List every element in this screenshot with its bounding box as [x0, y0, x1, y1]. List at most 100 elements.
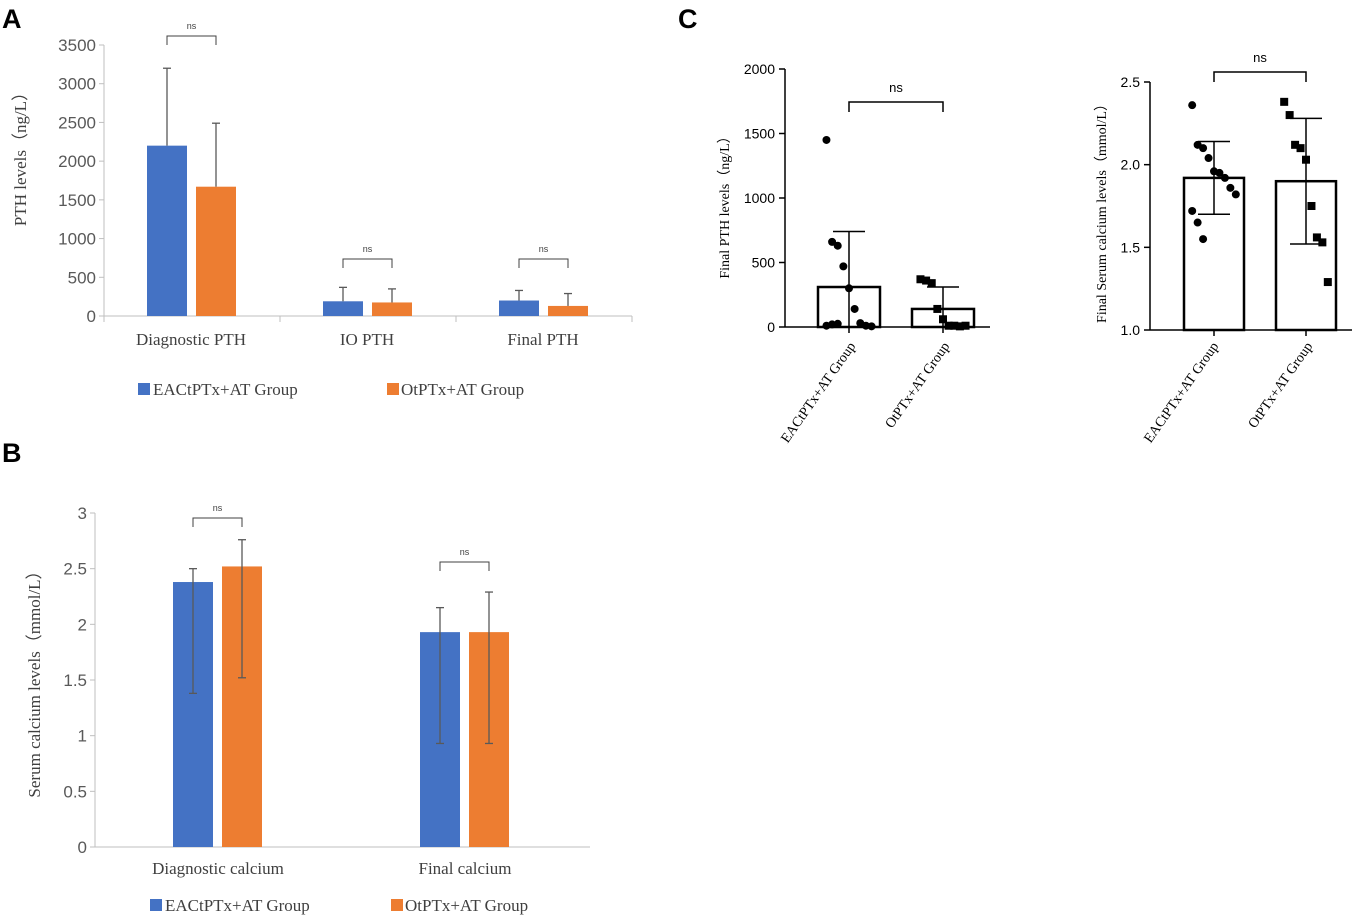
y-tick-label: 1.0 [1121, 322, 1141, 338]
data-point [1231, 190, 1240, 199]
x-tick-label: IO PTH [340, 330, 394, 349]
data-point [1318, 238, 1327, 247]
legend-swatch-orange [387, 383, 399, 395]
legend: EACtPTx+AT Group OtPTx+AT Group [138, 380, 524, 399]
x-tick-label: OtPTx+AT Group [883, 340, 953, 432]
significance-label: ns [1253, 50, 1267, 65]
y-tick-label: 500 [752, 255, 776, 271]
y-tick-label: 2.5 [1121, 74, 1141, 90]
significance-label: ns [187, 21, 197, 31]
significance-label: ns [213, 503, 223, 513]
y-tick-label: 1000 [744, 190, 775, 206]
y-tick-label: 2500 [58, 113, 96, 132]
data-point [1285, 111, 1294, 120]
bar [499, 300, 539, 316]
x-tick-label: EACtPTx+AT Group [779, 340, 860, 446]
data-point [1307, 202, 1316, 210]
data-point [1280, 97, 1289, 106]
y-tick-label: 1500 [744, 126, 775, 142]
data-point [1215, 168, 1224, 177]
significance-bracket [848, 101, 944, 112]
data-point [927, 279, 936, 288]
y-tick-label: 3 [78, 504, 87, 523]
significance-bracket [518, 258, 569, 268]
x-tick-label: OtPTx+AT Group [1246, 340, 1316, 432]
chart-panel-a: PTH levels（ng/L） Diagnostic PTH IO PTH F… [11, 21, 633, 399]
bar [147, 145, 187, 316]
data-point [944, 321, 953, 330]
y-axis-label: PTH levels（ng/L） [11, 84, 30, 226]
data-point [1323, 278, 1332, 287]
data-point [1193, 218, 1202, 227]
data-point [1220, 173, 1229, 182]
data-point [1312, 233, 1321, 242]
legend-swatch-orange [391, 899, 403, 911]
legend-label: OtPTx+AT Group [405, 896, 528, 915]
bar [548, 305, 588, 316]
data-point [916, 275, 925, 284]
data-point [939, 315, 947, 324]
y-tick-label: 1000 [58, 230, 96, 249]
y-tick-label: 2.5 [63, 560, 87, 579]
x-tick-label: Final PTH [507, 330, 578, 349]
significance-bracket [166, 35, 217, 45]
data-point [922, 276, 931, 285]
x-tick-label: EACtPTx+AT Group [1142, 340, 1223, 446]
data-point [1302, 155, 1310, 164]
data-point [1199, 144, 1208, 153]
y-tick-label: 0 [87, 307, 96, 326]
data-point [1291, 140, 1300, 149]
legend: EACtPTx+AT Group OtPTx+AT Group [150, 896, 528, 915]
significance-bracket [192, 517, 243, 527]
data-point [1226, 183, 1235, 192]
chart-panel-c-right: Final Serum calcium levels（mmol/L） EACtP… [1094, 50, 1352, 446]
legend-label: EACtPTx+AT Group [153, 380, 298, 399]
panel-label-c: C [678, 4, 698, 34]
data-point [933, 304, 942, 313]
legend-label: OtPTx+AT Group [401, 380, 524, 399]
y-tick-label: 1500 [58, 191, 96, 210]
data-point [961, 321, 970, 330]
y-tick-label: 3000 [58, 75, 96, 94]
bar [323, 301, 363, 316]
data-point [828, 237, 837, 246]
chart-panel-c-left: Final PTH levels（ng/L） EACtPTx+AT Group … [717, 61, 990, 446]
data-point [950, 321, 959, 330]
y-tick-label: 2000 [58, 152, 96, 171]
significance-bracket [342, 258, 393, 268]
data-point [833, 319, 842, 328]
data-point [822, 135, 831, 144]
legend-swatch-blue [138, 383, 150, 395]
y-tick-label: 2 [78, 615, 87, 634]
y-axis-label: Final PTH levels（ng/L） [717, 129, 733, 278]
y-tick-label: 1 [78, 727, 87, 746]
y-tick-label: 0 [767, 319, 775, 335]
data-point [1296, 144, 1305, 153]
data-point [1188, 206, 1197, 215]
data-point [955, 322, 964, 331]
data-point [1204, 154, 1213, 163]
significance-bracket [1213, 71, 1307, 82]
y-tick-label: 2.0 [1121, 157, 1141, 173]
legend-label: EACtPTx+AT Group [165, 896, 310, 915]
significance-label: ns [363, 244, 373, 254]
x-tick-label: Final calcium [418, 859, 511, 878]
x-tick-label: Diagnostic calcium [152, 859, 284, 878]
bar [372, 302, 412, 316]
y-tick-label: 0.5 [63, 782, 87, 801]
chart-panel-b: Serum calcium levels（mmol/L） Diagnostic … [25, 503, 590, 915]
significance-label: ns [539, 244, 549, 254]
significance-bracket [439, 561, 490, 571]
legend-swatch-blue [150, 899, 162, 911]
y-axis-label: Final Serum calcium levels（mmol/L） [1094, 97, 1110, 323]
data-point [833, 241, 842, 250]
data-point [839, 262, 848, 271]
y-tick-label: 1.5 [1121, 239, 1141, 255]
x-tick-label: Diagnostic PTH [136, 330, 246, 349]
y-axis-label: Serum calcium levels（mmol/L） [25, 562, 44, 797]
panel-label-a: A [2, 4, 22, 34]
significance-label: ns [889, 80, 903, 95]
y-tick-label: 1.5 [63, 671, 87, 690]
data-point [867, 322, 876, 331]
